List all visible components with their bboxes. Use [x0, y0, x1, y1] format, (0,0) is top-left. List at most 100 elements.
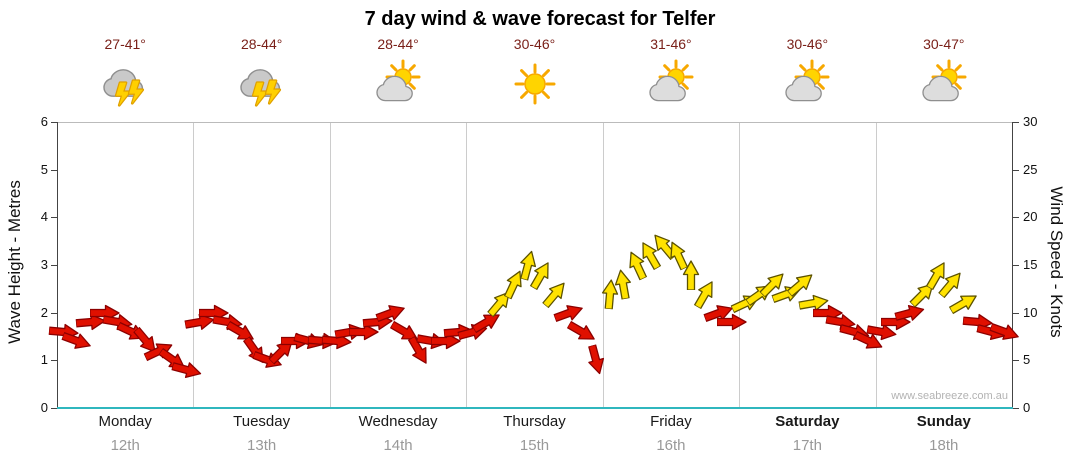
left-tick-label: 6 — [40, 114, 48, 129]
wind-arrow — [89, 304, 120, 322]
wind-arrow — [551, 299, 585, 326]
wind-arrow — [663, 238, 692, 273]
right-tick-mark — [1013, 122, 1019, 123]
wind-arrow — [906, 277, 940, 311]
right-tick-label: 30 — [1023, 114, 1038, 129]
date-label: 13th — [247, 437, 277, 454]
temperature-range: 30-47° — [923, 36, 965, 52]
wind-arrow — [922, 257, 953, 292]
temperature-range: 28-44° — [377, 36, 419, 52]
left-tick-mark — [51, 312, 57, 314]
right-tick-mark — [1013, 360, 1019, 362]
day-label: Thursday — [503, 413, 566, 430]
wind-arrow — [515, 248, 540, 282]
wind-arrow — [701, 299, 735, 326]
sun-cloud-icon — [645, 58, 697, 110]
wind-arrow — [583, 344, 608, 378]
right-tick-label: 10 — [1023, 304, 1038, 320]
watermark: www.seabreeze.com.au — [891, 390, 1008, 402]
sun-cloud-icon — [918, 58, 970, 110]
wind-arrow — [622, 248, 651, 283]
right-tick-mark — [1013, 408, 1019, 409]
bottom-axis-line — [57, 407, 1013, 409]
wind-arrow — [635, 238, 666, 273]
wind-arrow — [866, 320, 899, 343]
wind-arrow — [783, 268, 818, 301]
day-label: Tuesday — [233, 413, 291, 430]
left-tick-mark — [51, 408, 57, 409]
wind-arrow — [682, 259, 700, 291]
date-label: 14th — [383, 437, 413, 454]
left-tick-mark — [51, 265, 57, 266]
wind-arrow — [142, 336, 177, 365]
left-tick-mark — [51, 217, 57, 219]
day-label: Friday — [650, 413, 692, 430]
right-tick-mark — [1013, 217, 1019, 219]
wind-arrow — [403, 333, 434, 368]
date-label: 17th — [792, 437, 822, 454]
right-tick-label: 20 — [1023, 209, 1038, 225]
wind-arrow — [947, 288, 982, 319]
wind-arrow — [612, 268, 635, 301]
temperature-range: 28-44° — [240, 36, 283, 52]
wind-arrow — [599, 278, 620, 310]
right-tick-mark — [1013, 312, 1019, 314]
right-tick-mark — [1013, 169, 1019, 171]
wind-arrow — [798, 292, 831, 315]
sun-icon — [509, 58, 561, 110]
wind-arrow — [430, 332, 461, 350]
left-tick-label: 5 — [40, 161, 48, 177]
wind-arrow — [484, 286, 517, 321]
day-label: Sunday — [916, 413, 971, 430]
wind-arrow — [469, 307, 504, 338]
date-label: 16th — [656, 437, 686, 454]
date-label: 12th — [110, 437, 140, 454]
temperature-range: 30-46° — [513, 36, 556, 52]
day-label: Saturday — [775, 413, 840, 430]
wind-arrow — [526, 257, 557, 292]
chart-title: 7 day wind & wave forecast for Telfer — [364, 8, 716, 30]
left-tick-label: 2 — [40, 304, 48, 320]
sun-cloud-icon — [372, 58, 424, 110]
top-axis-line — [57, 122, 1012, 123]
date-label: 15th — [519, 437, 550, 454]
wind-arrow — [184, 311, 217, 334]
day-gridline — [329, 122, 331, 408]
right-tick-label: 0 — [1023, 400, 1031, 415]
wind-arrow — [170, 357, 204, 382]
wind-arrow — [198, 304, 229, 322]
wind-arrow — [851, 327, 886, 356]
right-axis-line — [1012, 122, 1013, 408]
day-gridline — [602, 122, 604, 408]
wind-arrow — [812, 304, 843, 322]
left-tick-mark — [51, 360, 57, 362]
wind-arrow — [265, 334, 299, 368]
storm-icon — [99, 58, 151, 110]
right-tick-label: 25 — [1023, 161, 1038, 177]
wind-arrow — [374, 299, 408, 326]
wind-arrow — [893, 300, 927, 325]
left-tick-label: 3 — [40, 257, 48, 272]
temperature-range: 30-46° — [786, 36, 829, 52]
wind-arrow — [690, 276, 721, 311]
wind-arrow — [565, 316, 600, 347]
storm-icon — [236, 58, 288, 110]
wind-arrow — [75, 312, 106, 333]
day-gridline — [739, 122, 741, 408]
left-axis-line — [57, 122, 58, 408]
day-gridline — [875, 122, 877, 408]
temperature-range: 27-41° — [104, 36, 146, 52]
day-label: Wednesday — [358, 413, 438, 430]
wind-arrow — [716, 313, 747, 331]
wind-arrow — [348, 323, 379, 341]
day-gridline — [193, 122, 195, 408]
right-tick-mark — [1013, 265, 1019, 266]
left-tick-label: 1 — [40, 352, 48, 368]
day-label: Monday — [98, 413, 152, 430]
wind-arrow — [500, 267, 529, 302]
wind-arrow — [538, 276, 571, 311]
wind-arrow — [756, 267, 790, 301]
left-tick-label: 4 — [40, 209, 48, 225]
wind-arrow — [129, 324, 162, 359]
